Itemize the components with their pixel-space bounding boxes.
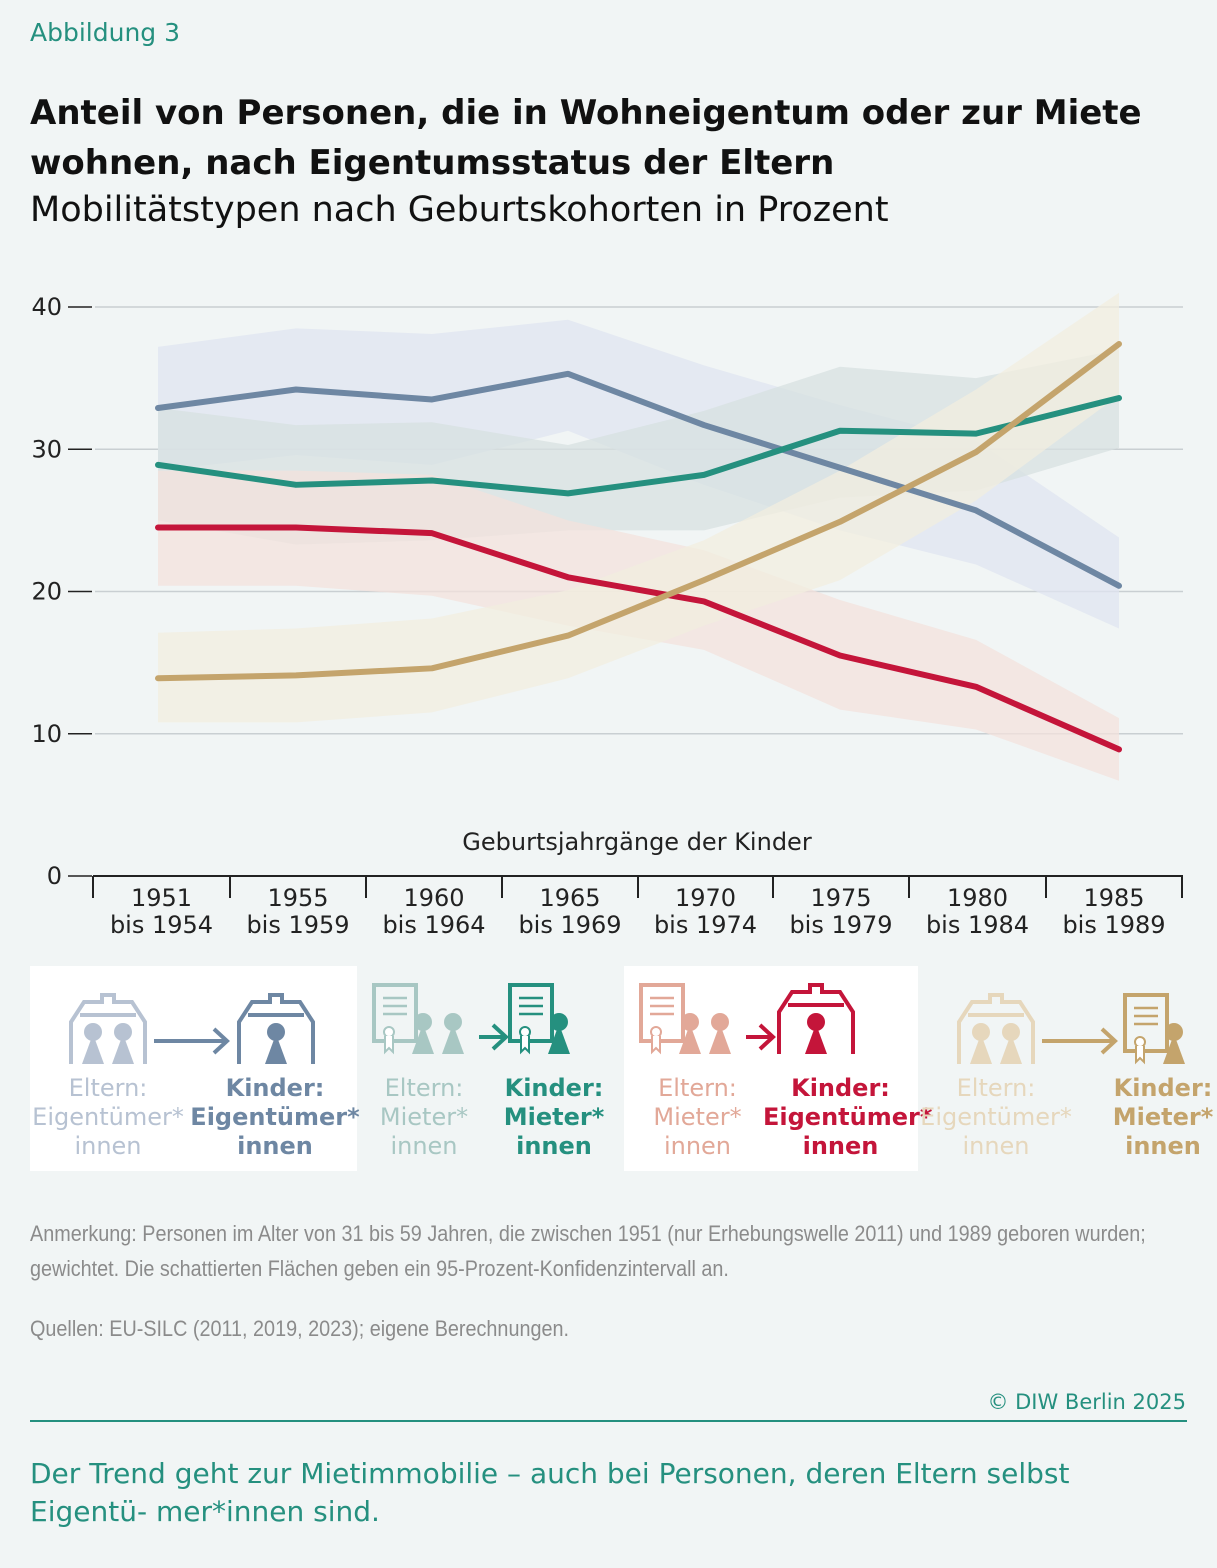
x-tick-label: 1975 (810, 884, 871, 912)
lease-document-icon (371, 982, 471, 1060)
legend-parent-line: Mieter* (379, 1103, 469, 1131)
legend-child-label: Kinder: Mieter* innen (483, 1074, 625, 1161)
legend-child-label: Kinder: Eigentümer* innen (190, 1074, 360, 1161)
house-icon (954, 992, 1038, 1070)
legend-child-line: Mieter* (1112, 1103, 1214, 1131)
lease-document-icon (638, 982, 738, 1060)
copyright: © DIW Berlin 2025 (987, 1390, 1186, 1414)
series-line-renter_renter (155, 395, 1122, 497)
x-tick-label: bis 1959 (246, 911, 349, 939)
legend-parent-line: Eltern: (956, 1074, 1036, 1102)
lease-document-icon (1122, 992, 1192, 1070)
legend-parent-line: Eltern: (658, 1074, 737, 1102)
legend-child-line: Mieter* (503, 1103, 605, 1131)
house-icon (774, 982, 858, 1060)
legend-child-line: innen (516, 1132, 592, 1160)
legend-child-line: innen (1125, 1132, 1201, 1160)
legend-child-line: Kinder: (504, 1074, 604, 1102)
chart-subtitle: Mobilitätstypen nach Geburtskohorten in … (30, 190, 889, 230)
x-tick-label: bis 1964 (382, 911, 485, 939)
legend-parent-line: Eltern: (68, 1074, 148, 1102)
legend-parent-label: Eltern: Eigentümer* innen (918, 1074, 1074, 1161)
legend-child-line: innen (237, 1132, 313, 1160)
chart-sources: Quellen: EU-SILC (2011, 2019, 2023); eig… (30, 1316, 570, 1341)
x-tick-label: bis 1979 (789, 911, 892, 939)
series-line-renter_owner (155, 524, 1122, 753)
legend-item-2: Eltern: Mieter* innen Kinder: Mieter* innen (357, 966, 624, 1171)
legend-parent-line: innen (663, 1132, 732, 1160)
divider (30, 1420, 1187, 1422)
legend-parent-line: Eigentümer* (920, 1103, 1072, 1131)
x-tick-label: 1985 (1083, 884, 1144, 912)
x-tick-label: 1970 (675, 884, 736, 912)
arrow-right-icon (154, 1026, 230, 1060)
y-tick-label: 20 (31, 578, 62, 606)
series-line-owner_owner (155, 370, 1122, 589)
line-chart: 0 10 20 30 40 Geburtsjahrgänge der Kinder 1951… (31, 292, 1183, 939)
arrow-right-icon (1042, 1026, 1118, 1060)
house-icon (234, 992, 318, 1070)
legend-parent-line: innen (962, 1132, 1030, 1160)
x-tick-label: 1980 (947, 884, 1008, 912)
y-tick-label: 0 (47, 862, 62, 890)
x-tick-label: bis 1984 (926, 911, 1029, 939)
y-tick-label: 10 (31, 720, 62, 748)
x-tick-label: 1955 (267, 884, 328, 912)
legend-child-line: Kinder: (225, 1074, 325, 1102)
house-icon (66, 992, 150, 1070)
chart-note: Anmerkung: Personen im Alter von 31 bis … (30, 1221, 1146, 1281)
x-tick-label: bis 1989 (1062, 911, 1165, 939)
legend-item-3: Eltern: Mieter* innen Kinder: Eigentümer* in… (624, 966, 933, 1171)
x-tick-label: 1965 (539, 884, 600, 912)
legend-parent-line: Mieter* (653, 1103, 742, 1131)
legend-child-line: Kinder: (1113, 1074, 1213, 1102)
legend-parent-label: Eltern: Mieter* innen (624, 1074, 771, 1161)
x-tick-label: bis 1954 (110, 911, 213, 939)
series-line-owner_renter (155, 340, 1122, 682)
confidence-band-owner_renter (158, 292, 1119, 723)
y-tick-label: 30 (31, 435, 62, 463)
legend-parent-label: Eltern: Eigentümer* innen (30, 1074, 186, 1161)
legend-item-1: Eltern: Eigentümer* innen Kinder: Eigentüme… (30, 966, 360, 1171)
legend-parent-label: Eltern: Mieter* innen (357, 1074, 491, 1161)
legend-child-label: Kinder: Mieter* innen (1078, 1074, 1217, 1161)
legend-item-4: Eltern: Eigentümer* innen Kinder: Mieter* in… (918, 966, 1213, 1171)
legend-child-line: innen (802, 1132, 879, 1160)
legend-parent-line: Eltern: (384, 1074, 464, 1102)
takeaway-text: Der Trend geht zur Mietimmobilie – auch … (30, 1457, 1070, 1528)
x-tick-label: bis 1974 (654, 911, 757, 939)
lease-document-icon (507, 982, 577, 1060)
legend-child-line: Eigentümer* (763, 1103, 933, 1131)
x-axis-title: Geburtsjahrgänge der Kinder (462, 828, 812, 856)
legend-child-line: Eigentümer* (190, 1103, 360, 1131)
legend-parent-line: innen (390, 1132, 458, 1160)
legend-parent-line: innen (74, 1132, 142, 1160)
legend-parent-line: Eigentümer* (32, 1103, 184, 1131)
legend-child-label: Kinder: Eigentümer* innen (763, 1074, 933, 1161)
arrow-right-icon (479, 1022, 509, 1056)
chart-title: Anteil von Personen, die in Wohneigentum… (30, 93, 1142, 183)
x-tick-label: 1960 (403, 884, 464, 912)
legend-child-line: Kinder: (791, 1074, 890, 1102)
x-tick-label: bis 1969 (518, 911, 621, 939)
arrow-right-icon (746, 1022, 776, 1056)
figure-label: Abbildung 3 (30, 18, 181, 47)
y-tick-label: 40 (31, 293, 62, 321)
x-tick-label: 1951 (131, 884, 192, 912)
